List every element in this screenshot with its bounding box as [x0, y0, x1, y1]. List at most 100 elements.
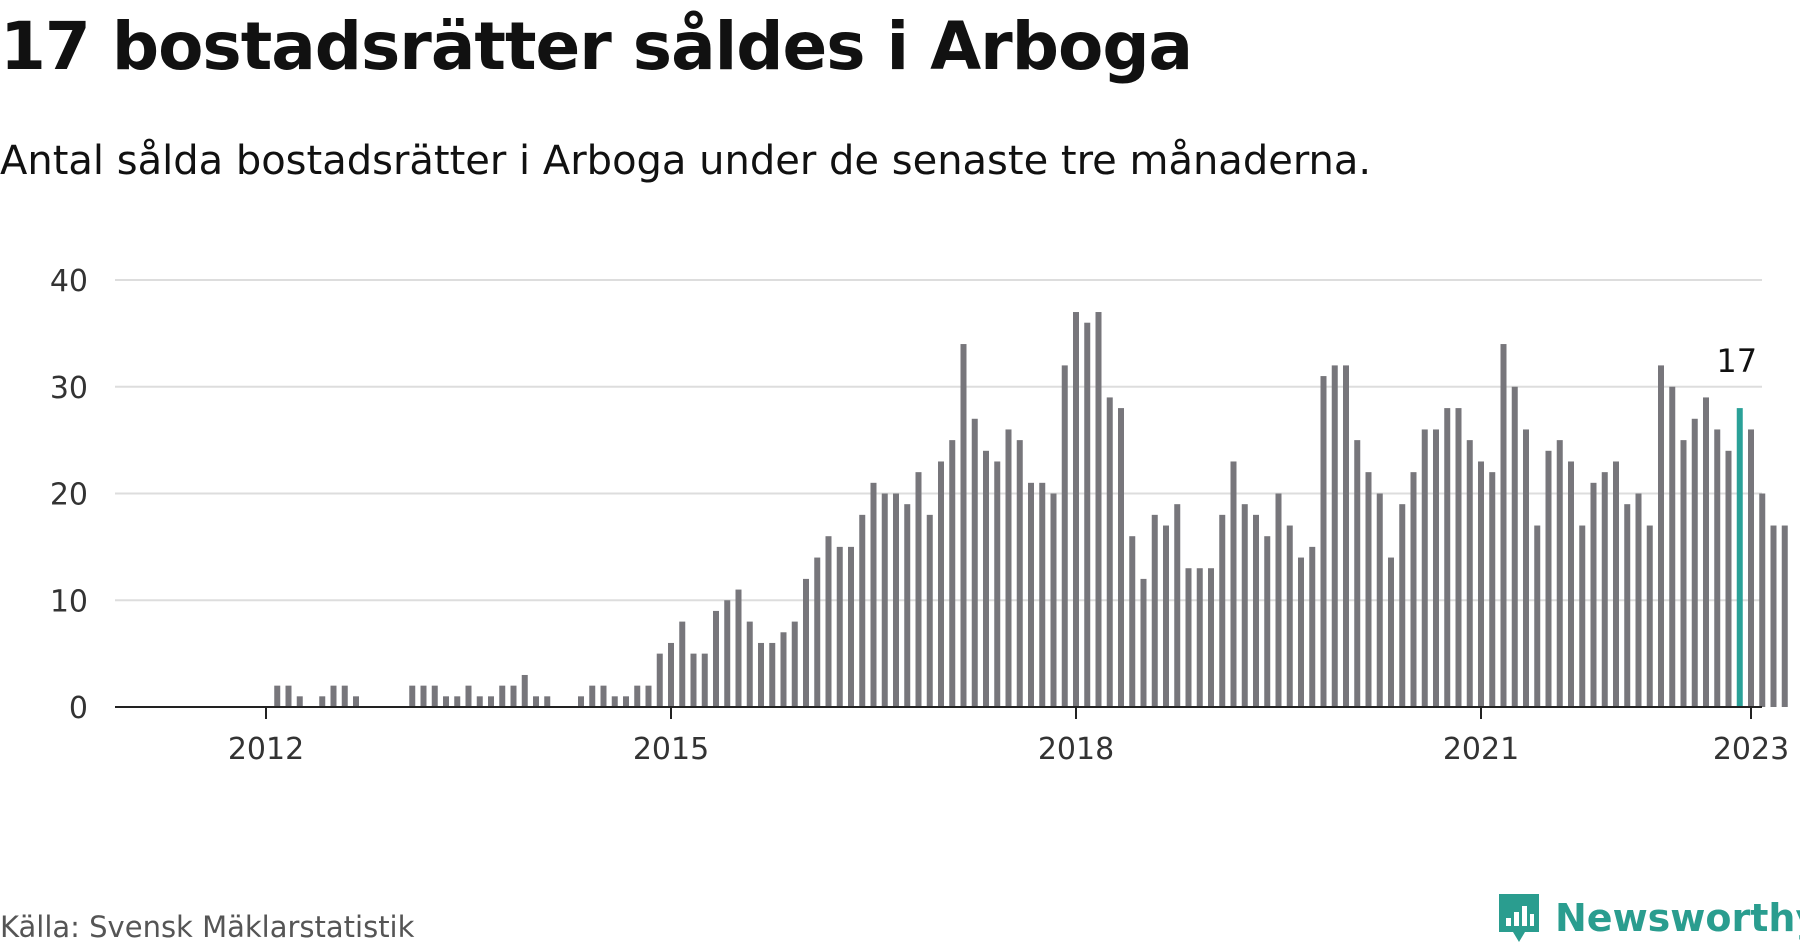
bar: [1410, 472, 1417, 707]
bar: [960, 344, 967, 707]
bar: [274, 685, 281, 707]
newsworthy-logo-icon: [1499, 894, 1539, 942]
bar: [701, 653, 708, 707]
bar: [746, 621, 753, 707]
y-tick-label: 20: [50, 478, 88, 513]
highlight-data-label: 17: [1716, 342, 1757, 380]
bar: [1084, 322, 1091, 707]
chart-subtitle: Antal sålda bostadsrätter i Arboga under…: [0, 138, 1372, 184]
highlight-bar: [1736, 408, 1743, 707]
bar: [1691, 418, 1698, 707]
bar: [1534, 525, 1541, 707]
bar: [1466, 440, 1473, 707]
bar: [893, 493, 899, 707]
bar: [1253, 514, 1259, 707]
bar: [791, 621, 798, 707]
bar: [1601, 472, 1608, 707]
bar: [724, 600, 731, 707]
bar: [1433, 429, 1439, 707]
y-tick-label: 40: [50, 264, 88, 299]
bar: [1118, 408, 1124, 707]
bar: [1050, 493, 1057, 707]
bar: [983, 450, 989, 707]
bar: [1219, 514, 1226, 707]
bar: [915, 472, 922, 707]
bar: [443, 696, 449, 707]
bar: [1016, 440, 1023, 707]
y-tick-label: 30: [50, 371, 88, 406]
bar: [1556, 440, 1563, 707]
bar: [926, 514, 933, 707]
axes: [115, 706, 1762, 719]
bar: [904, 504, 911, 707]
bar: [1680, 440, 1687, 707]
bar: [735, 589, 742, 707]
bar: [1545, 450, 1552, 707]
bar: [1196, 568, 1203, 707]
bar: [1658, 365, 1664, 707]
bar: [758, 642, 764, 707]
bar: [1748, 429, 1754, 707]
bar: [1028, 482, 1034, 707]
bar: [1714, 429, 1721, 707]
bar: [1264, 536, 1271, 707]
bar: [1635, 493, 1642, 707]
bar: [353, 696, 359, 707]
bar: [1241, 504, 1248, 707]
bar: [1354, 440, 1361, 707]
bar: [1500, 344, 1507, 707]
bar: [1005, 429, 1012, 707]
bar: [1568, 461, 1574, 707]
bar: [713, 610, 719, 707]
brand-logo[interactable]: Newsworthy: [1495, 890, 1800, 946]
bar: [499, 685, 506, 707]
bar: [1579, 525, 1586, 707]
bar: [476, 696, 483, 707]
bar: [1343, 365, 1349, 707]
bar: [949, 440, 956, 707]
y-tick-label: 10: [50, 584, 88, 619]
bar: [1331, 365, 1338, 707]
bar: [690, 653, 697, 707]
bar: [803, 578, 809, 707]
bar: [668, 642, 674, 707]
bar: [994, 461, 1001, 707]
x-tick-label: 2023: [1713, 732, 1789, 767]
bar: [1613, 461, 1619, 707]
bar: [1208, 568, 1214, 707]
bar: [1399, 504, 1406, 707]
bar: [848, 546, 854, 707]
bar: [1421, 429, 1428, 707]
bar: [1455, 408, 1462, 707]
bar: [1590, 482, 1597, 707]
bar: [623, 696, 629, 707]
bar: [1624, 504, 1631, 707]
bar: [679, 621, 686, 707]
bar: [881, 493, 888, 707]
bar: [1151, 514, 1158, 707]
bar: [1230, 461, 1237, 707]
brand-name: Newsworthy: [1555, 896, 1800, 940]
labels: 0 10 20 30 40 2012 2015 2018 2021 2023 17: [50, 264, 1789, 767]
bar: [465, 685, 472, 707]
bar: [1185, 568, 1192, 707]
bar: [1163, 525, 1169, 707]
bar: [1388, 557, 1394, 707]
bar: [488, 696, 494, 707]
bar: [611, 696, 618, 707]
bar: [769, 642, 776, 707]
bar: [600, 685, 607, 707]
bar: [645, 685, 652, 707]
bar: [859, 514, 866, 707]
bar: [938, 461, 944, 707]
bar: [285, 685, 292, 707]
chart-title: 17 bostadsrätter såldes i Arboga: [0, 8, 1193, 85]
bar: [814, 557, 821, 707]
x-tick-label: 2018: [1038, 732, 1114, 767]
bar: [319, 696, 326, 707]
bar: [578, 696, 584, 707]
bar: [409, 685, 416, 707]
bar: [634, 685, 641, 707]
bar: [1365, 472, 1372, 707]
bar: [1669, 386, 1676, 707]
